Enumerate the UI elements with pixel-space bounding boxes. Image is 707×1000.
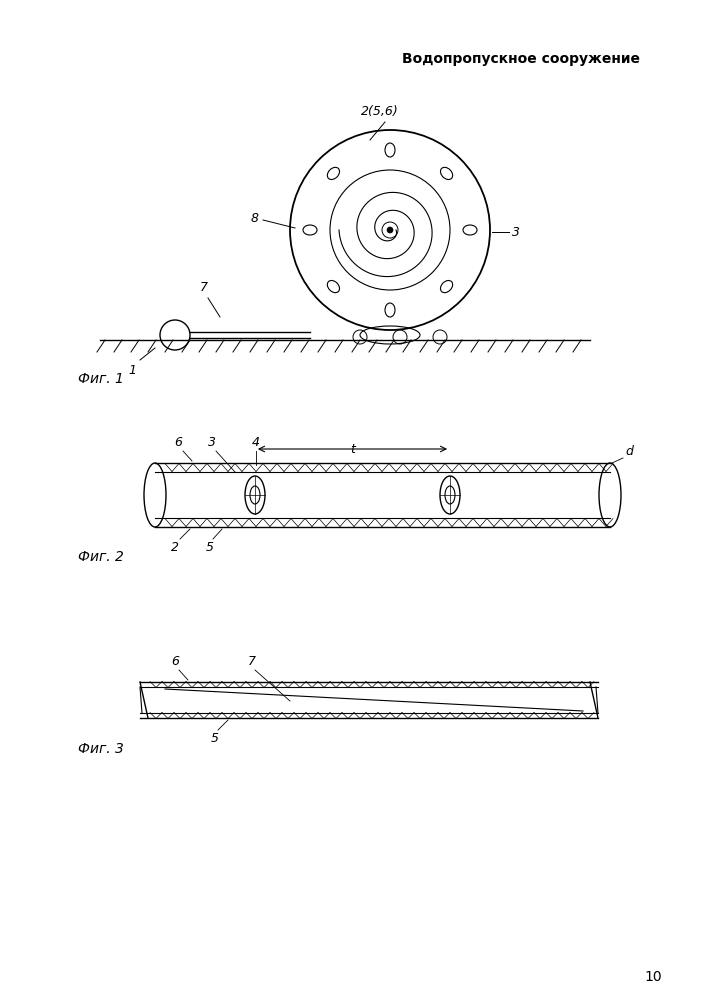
Text: 7: 7 [200,281,208,294]
Text: 5: 5 [211,732,219,745]
Text: 4: 4 [252,436,260,449]
Text: 8: 8 [251,212,259,225]
Text: 3: 3 [512,226,520,238]
Circle shape [387,227,393,233]
Text: 6: 6 [174,436,182,449]
Text: 7: 7 [248,655,256,668]
Text: 5: 5 [206,541,214,554]
Text: 2(5,6): 2(5,6) [361,105,399,118]
Text: 1: 1 [128,364,136,377]
Text: Водопропускное сооружение: Водопропускное сооружение [402,52,640,66]
Text: d: d [625,445,633,458]
Text: 2: 2 [171,541,179,554]
Text: 10: 10 [644,970,662,984]
Text: t: t [350,443,355,456]
Text: Фиг. 1: Фиг. 1 [78,372,124,386]
Text: Фиг. 2: Фиг. 2 [78,550,124,564]
Text: 6: 6 [171,655,179,668]
Text: Фиг. 3: Фиг. 3 [78,742,124,756]
Text: 3: 3 [208,436,216,449]
